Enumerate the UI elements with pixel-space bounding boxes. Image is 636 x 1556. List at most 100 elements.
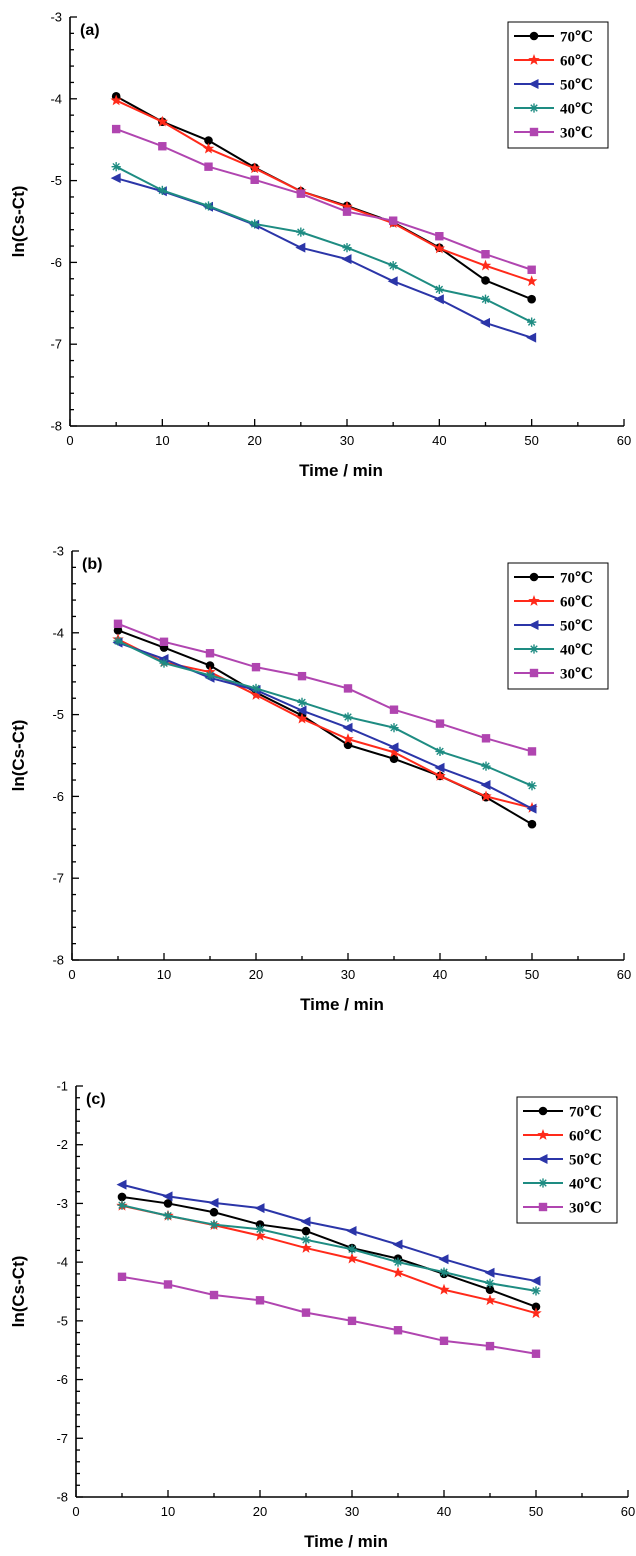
data-point xyxy=(531,1286,541,1296)
series-line xyxy=(121,1204,537,1315)
data-point xyxy=(388,746,400,758)
x-tick-label: 40 xyxy=(433,967,447,982)
data-point xyxy=(295,242,306,253)
legend-label: 40℃ xyxy=(560,102,593,118)
data-point xyxy=(250,175,259,184)
x-tick-label: 10 xyxy=(157,967,171,982)
data-point xyxy=(439,1267,449,1277)
data-point xyxy=(163,1199,173,1208)
data-point xyxy=(300,1242,312,1253)
panel-label: (a) xyxy=(80,22,100,39)
legend-label: 60℃ xyxy=(560,595,593,611)
legend-label: 70℃ xyxy=(560,571,593,587)
y-tick-label: -7 xyxy=(50,337,62,352)
legend-marker xyxy=(529,103,539,113)
series-line xyxy=(121,1195,537,1308)
series-line xyxy=(121,1275,537,1355)
legend-label: 30℃ xyxy=(560,126,593,142)
data-point xyxy=(530,1307,542,1319)
data-point xyxy=(296,227,306,237)
y-tick-label: -4 xyxy=(50,91,62,106)
data-point xyxy=(301,1308,311,1317)
x-tick-label: 20 xyxy=(247,433,261,448)
y-tick-label: -7 xyxy=(52,871,64,886)
y-tick-label: -2 xyxy=(56,1137,68,1152)
data-point xyxy=(300,1216,311,1227)
data-point xyxy=(485,1278,495,1288)
legend-label: 30℃ xyxy=(560,667,593,683)
data-point xyxy=(343,684,353,693)
data-point xyxy=(113,619,123,629)
x-tick-label: 0 xyxy=(72,1504,79,1519)
data-point xyxy=(480,317,490,328)
data-point xyxy=(204,136,213,145)
legend-label: 60℃ xyxy=(569,1129,602,1145)
data-point xyxy=(389,723,399,733)
data-point xyxy=(527,265,536,274)
series-1 xyxy=(110,94,538,287)
data-point xyxy=(438,1283,450,1295)
legend-marker xyxy=(529,31,539,41)
chart-panel-1: 0 10 20 30 40 50 60 -8 -7 -6 -5 -4 -3 Time / min ln(Cs… xyxy=(9,544,631,1015)
series-3 xyxy=(113,636,537,791)
y-tick-label: -1 xyxy=(56,1079,68,1094)
y-tick-label: -5 xyxy=(52,707,64,722)
data-point xyxy=(251,662,261,672)
y-tick-label: -4 xyxy=(52,625,64,640)
data-point xyxy=(525,275,538,287)
data-point xyxy=(342,733,354,744)
data-point xyxy=(248,162,261,174)
data-point xyxy=(296,712,308,724)
legend-label: 60℃ xyxy=(560,54,593,70)
data-point xyxy=(347,1244,357,1254)
data-point xyxy=(342,207,352,216)
data-point xyxy=(435,746,445,757)
legend-label: 40℃ xyxy=(569,1177,602,1193)
legend-label: 70℃ xyxy=(569,1105,602,1121)
data-point xyxy=(110,173,121,184)
data-point xyxy=(117,1272,127,1282)
x-tick-label: 30 xyxy=(341,967,355,982)
data-point xyxy=(163,1280,173,1289)
data-point xyxy=(163,1211,173,1221)
legend-marker xyxy=(528,79,539,89)
data-point xyxy=(527,747,537,756)
data-point xyxy=(343,740,353,750)
data-point xyxy=(205,661,215,670)
x-tick-label: 30 xyxy=(345,1504,359,1519)
data-point xyxy=(434,284,444,294)
data-point xyxy=(204,162,213,171)
x-tick-label: 20 xyxy=(253,1504,267,1519)
y-tick-label: -7 xyxy=(56,1431,68,1446)
x-tick-label: 50 xyxy=(525,967,539,982)
data-point xyxy=(388,261,398,271)
data-point xyxy=(159,658,169,668)
data-point xyxy=(481,734,491,743)
data-point xyxy=(110,94,122,106)
y-tick-label: -8 xyxy=(52,953,64,968)
legend-label: 50℃ xyxy=(560,78,593,94)
data-point xyxy=(480,779,491,790)
data-point xyxy=(156,115,169,127)
x-tick-label: 10 xyxy=(161,1504,175,1519)
data-point xyxy=(250,688,262,700)
data-point xyxy=(527,294,536,304)
data-point xyxy=(388,216,398,225)
y-tick-label: -5 xyxy=(50,173,62,188)
data-point xyxy=(389,754,399,764)
data-point xyxy=(341,254,352,265)
x-axis-title: Time / min xyxy=(300,995,384,1014)
series-0 xyxy=(113,626,537,829)
legend-marker xyxy=(529,644,539,654)
legend-label: 30℃ xyxy=(569,1201,602,1217)
data-point xyxy=(433,242,446,254)
legend: 70℃ 60℃ 50℃ 40℃ 30℃ xyxy=(507,562,609,690)
data-point xyxy=(117,1192,127,1202)
data-point xyxy=(158,142,167,151)
data-point xyxy=(116,1179,127,1190)
y-tick-label: -3 xyxy=(56,1196,68,1211)
x-tick-label: 30 xyxy=(340,433,354,448)
series-4 xyxy=(111,124,536,274)
legend-label: 70℃ xyxy=(560,30,593,46)
data-point xyxy=(481,761,491,771)
